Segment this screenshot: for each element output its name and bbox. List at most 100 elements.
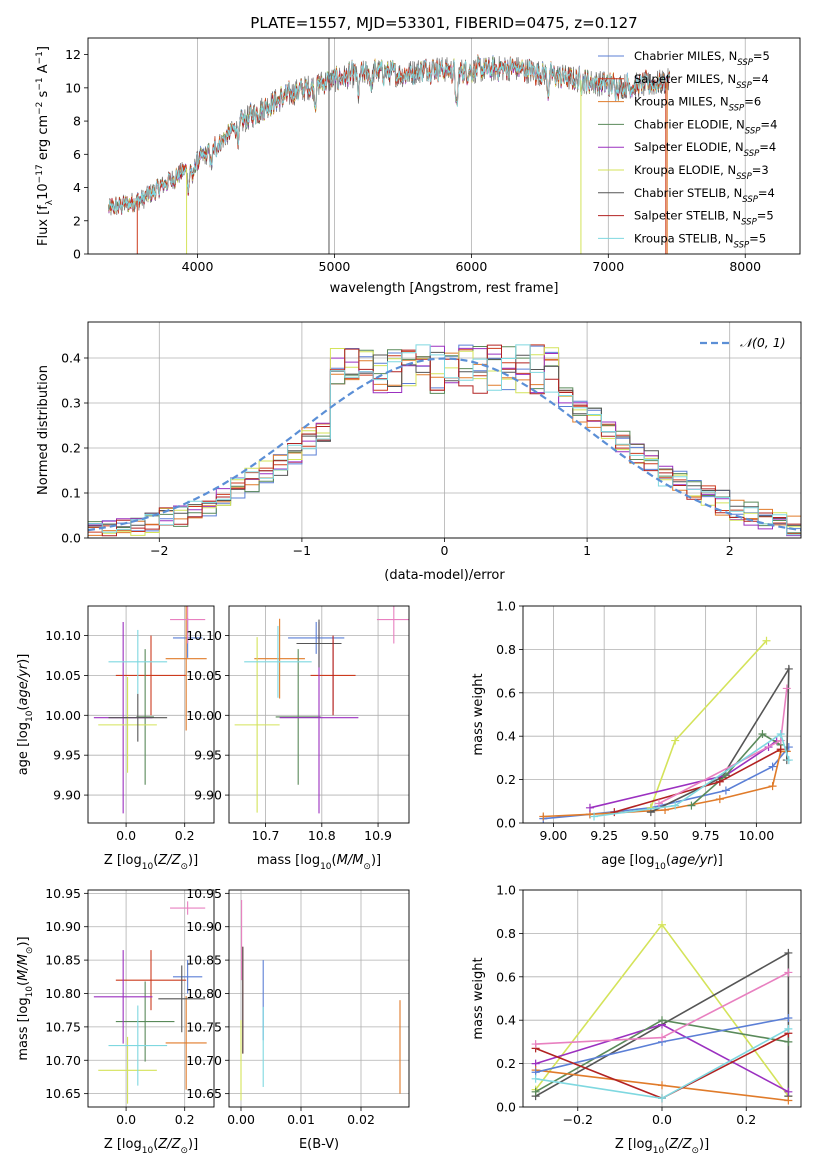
y-tick-label: 10.75 xyxy=(45,1019,81,1034)
svg-text:Salpeter STELIB, NSSP=5: Salpeter STELIB, NSSP=5 xyxy=(634,209,774,228)
weight-series-chabrier-elodie xyxy=(531,1016,793,1096)
error-bar-chabrier-stelib xyxy=(108,693,168,742)
x-tick-label: 0.2 xyxy=(736,1112,756,1127)
plus-marker xyxy=(539,812,548,821)
y-tick-label: 9.90 xyxy=(53,788,81,803)
y-tick-label: 9.90 xyxy=(194,788,222,803)
x-tick-label: 8000 xyxy=(729,259,761,274)
x-tick-label: 0.2 xyxy=(175,828,195,843)
svg-text:Kroupa MILES, NSSP=6: Kroupa MILES, NSSP=6 xyxy=(634,95,761,114)
legend-n: 6 xyxy=(754,95,761,109)
y-tick-label: 10.65 xyxy=(45,1086,81,1101)
legend-label: Salpeter STELIB xyxy=(634,209,725,223)
error-bar-kroupa-miles xyxy=(254,618,305,699)
spectrum-line-kroupa-stelib xyxy=(108,55,670,214)
y-tick-label: 10.05 xyxy=(186,668,222,683)
age-Z-panel: 0.0 0.2 9.90 9.95 10.00 10.05 10.10 Z [log10(Z/… xyxy=(16,605,215,872)
y-tick-label: 9.95 xyxy=(194,748,222,763)
plus-marker xyxy=(768,762,777,771)
y-tick-label: 0.3 xyxy=(61,396,81,411)
spectrum-title: PLATE=1557, MJD=53301, FIBERID=0475, z=0… xyxy=(250,14,637,32)
y-tick-label: 0.2 xyxy=(496,772,516,787)
x-tick-label: 9.75 xyxy=(692,828,720,843)
y-tick-label: 1.0 xyxy=(496,599,516,614)
legend-entry: Kroupa ELODIE, NSSP=3 xyxy=(598,163,769,182)
x-tick-label: 9.50 xyxy=(641,828,669,843)
error-bar-chabrier-elodie xyxy=(115,981,175,1062)
x-tick-label: 0.0 xyxy=(116,828,136,843)
plus-marker xyxy=(784,948,793,957)
weight-age-xlabel: age [log10(age/yr)] xyxy=(601,853,723,872)
y-tick-label: 10.90 xyxy=(45,919,81,934)
y-tick-label: 10.80 xyxy=(186,986,222,1001)
gaussian-curve xyxy=(87,357,802,532)
y-tick-label: 10.90 xyxy=(186,919,222,934)
x-tick-label: 10.7 xyxy=(252,828,280,843)
axes-frame xyxy=(87,605,215,824)
x-tick-label: 10.8 xyxy=(308,828,336,843)
y-tick-label: 0 xyxy=(73,247,81,262)
y-tick-label: 10.00 xyxy=(45,708,81,723)
age-mass-xlabel: mass [log10(M/M⊙)] xyxy=(257,853,381,872)
x-tick-label: 0.00 xyxy=(227,1112,255,1127)
svg-text:Kroupa STELIB, NSSP=5: Kroupa STELIB, NSSP=5 xyxy=(634,231,766,250)
legend-n: 4 xyxy=(770,117,777,131)
y-tick-label: 10.95 xyxy=(45,886,81,901)
x-tick-label: 0.0 xyxy=(116,1112,136,1127)
y-tick-label: 1.0 xyxy=(496,883,516,898)
y-tick-label: 0.2 xyxy=(496,1056,516,1071)
x-tick-label: 2 xyxy=(726,543,734,558)
y-tick-label: 10.05 xyxy=(45,668,81,683)
error-bar-pink xyxy=(376,606,409,644)
x-tick-label: 6000 xyxy=(455,259,487,274)
svg-text:Chabrier ELODIE, NSSP=4: Chabrier ELODIE, NSSP=4 xyxy=(634,117,777,136)
plus-marker xyxy=(531,1074,540,1083)
plus-marker xyxy=(531,1087,540,1096)
plus-marker xyxy=(784,664,793,673)
x-tick-label: −2 xyxy=(150,543,168,558)
y-tick-label: 0.4 xyxy=(496,729,516,744)
legend-entry: Kroupa STELIB, NSSP=5 xyxy=(598,231,766,250)
axes-frame xyxy=(228,889,410,1108)
histogram-step-kroupa-stelib xyxy=(88,344,801,536)
legend-entry: Salpeter MILES, NSSP=4 xyxy=(598,72,769,91)
weight-series-chabrier-miles xyxy=(539,743,793,823)
plus-marker xyxy=(654,799,663,808)
mass-EBV-xlabel: E(B-V) xyxy=(299,1137,339,1152)
weight-series-kroupa-stelib xyxy=(590,730,793,821)
x-tick-label: 1 xyxy=(583,543,591,558)
weight-Z-panel: −0.2 0.0 0.2 0.0 0.2 0.4 0.6 0.8 1.0 Z [log10(Z/Z… xyxy=(471,883,802,1156)
error-bar-salpeter-miles xyxy=(115,635,187,716)
plus-marker xyxy=(784,743,793,752)
plus-marker xyxy=(531,1040,540,1049)
error-bar-kroupa-elodie xyxy=(98,677,157,773)
plus-marker xyxy=(784,756,793,765)
plus-marker xyxy=(776,730,785,739)
legend-n: 5 xyxy=(766,209,773,223)
error-bar-chabrier-elodie xyxy=(275,649,321,785)
plus-marker xyxy=(758,730,767,739)
svg-text:Kroupa ELODIE, NSSP=3: Kroupa ELODIE, NSSP=3 xyxy=(634,163,769,182)
y-tick-label: 2 xyxy=(73,213,81,228)
series-line xyxy=(593,732,790,818)
plus-marker xyxy=(715,795,724,804)
y-tick-label: 0.0 xyxy=(61,531,81,546)
x-tick-label: 0.01 xyxy=(287,1112,315,1127)
svg-text:Salpeter ELODIE, NSSP=4: Salpeter ELODIE, NSSP=4 xyxy=(634,140,776,159)
age-mass-panel: 10.7 10.8 10.9 9.90 9.95 10.00 10.05 10.10 mass … xyxy=(186,605,410,872)
y-tick-label: 10.65 xyxy=(186,1086,222,1101)
weight-age-panel: 9.00 9.25 9.50 9.75 10.00 0.0 0.2 0.4 0.6 0.8 1.0 a… xyxy=(471,599,802,872)
x-tick-label: 4000 xyxy=(182,259,214,274)
axes-frame xyxy=(522,889,802,1108)
age-Z-xlabel: Z [log10(Z/Z⊙)] xyxy=(104,853,198,872)
error-bar-kroupa-stelib xyxy=(108,629,168,694)
plus-marker xyxy=(721,786,730,795)
y-tick-label: 0.8 xyxy=(496,642,516,657)
y-tick-label: 4 xyxy=(73,180,81,195)
error-bar-kroupa-miles xyxy=(165,606,207,731)
error-bar-kroupa-miles xyxy=(165,996,207,1090)
error-bar-kroupa-stelib xyxy=(244,625,312,698)
axes-frame xyxy=(87,37,801,255)
x-tick-label: 0.2 xyxy=(175,1112,195,1127)
error-bar-kroupa-stelib xyxy=(108,1005,168,1086)
